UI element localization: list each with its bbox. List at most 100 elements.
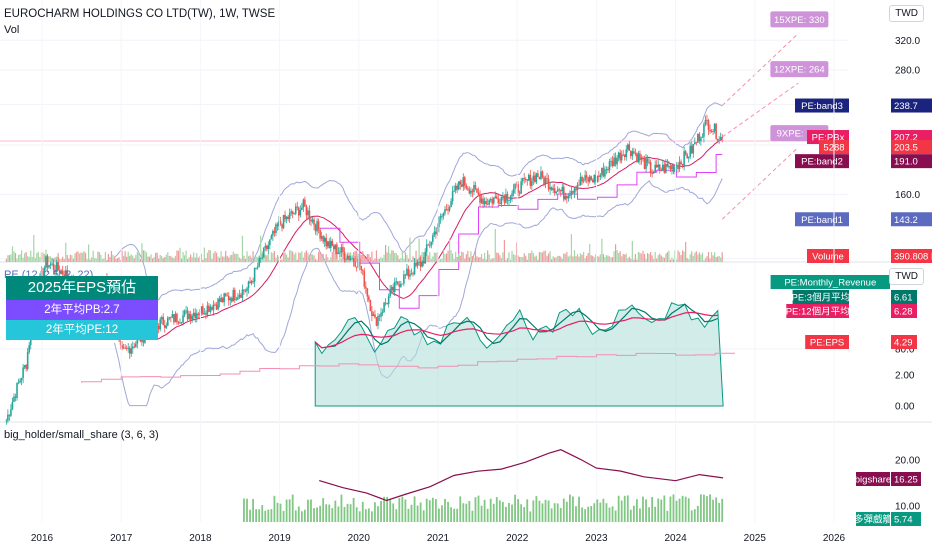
volume-bar bbox=[138, 252, 140, 262]
candle-body bbox=[662, 164, 664, 171]
volume-bar bbox=[142, 250, 145, 262]
chip-bar bbox=[422, 510, 425, 522]
currency-button-pane2[interactable]: TWD bbox=[889, 268, 924, 285]
volume-bar bbox=[401, 251, 403, 262]
volume-bar bbox=[700, 254, 702, 262]
volume-bar bbox=[208, 250, 210, 262]
chip-bar bbox=[416, 505, 419, 522]
candle-body bbox=[386, 303, 388, 305]
candle-body bbox=[658, 164, 661, 171]
axis-tag-label: bigshare bbox=[855, 475, 891, 486]
currency-button[interactable]: TWD bbox=[889, 5, 924, 22]
chip-bar bbox=[270, 509, 273, 522]
candle-body bbox=[363, 270, 366, 287]
volume-bar bbox=[360, 254, 362, 262]
candle-body bbox=[162, 317, 165, 326]
volume-bar bbox=[619, 251, 621, 262]
candle-body bbox=[325, 237, 328, 247]
volume-bar bbox=[654, 251, 656, 262]
chip-bar bbox=[316, 507, 318, 522]
candle-body bbox=[301, 207, 303, 211]
volume-bar bbox=[561, 258, 563, 262]
chip-bar bbox=[492, 503, 495, 522]
volume-bar bbox=[381, 258, 384, 262]
x-tick-label: 2020 bbox=[348, 533, 371, 544]
revenue-3m-line bbox=[314, 303, 719, 349]
candle-body bbox=[208, 305, 210, 313]
candle-body bbox=[657, 164, 660, 168]
candle-body bbox=[366, 288, 369, 297]
chip-bar bbox=[380, 500, 382, 522]
candle-body bbox=[549, 187, 551, 190]
candle-body bbox=[649, 162, 652, 174]
chip-bar bbox=[675, 500, 678, 522]
volume-bar bbox=[7, 255, 9, 262]
candle-body bbox=[322, 236, 324, 242]
volume-bar bbox=[249, 255, 251, 262]
candle-body bbox=[425, 244, 428, 252]
volume-bar bbox=[113, 256, 116, 262]
axis-tag-value: 4.29 bbox=[894, 338, 913, 349]
volume-bar bbox=[701, 252, 704, 262]
candle-body bbox=[185, 310, 187, 312]
candle-body bbox=[703, 124, 705, 137]
candle-body bbox=[407, 268, 410, 277]
volume-bar bbox=[532, 253, 534, 262]
candle-body bbox=[275, 224, 277, 233]
volume-bar bbox=[296, 259, 298, 262]
volume-bar bbox=[427, 255, 429, 262]
y-tick-label-pane3: 20.00 bbox=[895, 456, 920, 467]
candle-body bbox=[697, 133, 699, 143]
axis-tag-value: 238.7 bbox=[894, 101, 918, 112]
candle-body bbox=[451, 191, 454, 202]
volume-bar bbox=[686, 258, 688, 262]
candle-body bbox=[412, 273, 414, 275]
volume-bar bbox=[22, 257, 24, 262]
axis-tag-value-bg bbox=[891, 512, 921, 526]
chip-bar bbox=[285, 499, 288, 522]
volume-bar bbox=[554, 257, 556, 262]
chip-bar bbox=[547, 500, 550, 522]
volume-bar bbox=[385, 245, 387, 262]
candle-body bbox=[54, 269, 56, 273]
volume-bar bbox=[447, 250, 449, 262]
chip-bar bbox=[249, 509, 251, 522]
chip-bar bbox=[413, 496, 416, 522]
volume-bar bbox=[640, 253, 643, 262]
volume-bar bbox=[494, 228, 496, 262]
candle-body bbox=[499, 203, 501, 205]
candle-body bbox=[240, 294, 242, 298]
candle-body bbox=[372, 314, 375, 317]
candle-body bbox=[61, 270, 64, 275]
axis-tag-value: 203.5 bbox=[894, 143, 918, 154]
candle-body bbox=[180, 322, 183, 324]
volume-bar bbox=[506, 258, 509, 262]
volume-bar bbox=[569, 255, 571, 262]
candle-body bbox=[235, 299, 238, 301]
chip-bar bbox=[349, 504, 352, 522]
candle-body bbox=[409, 274, 411, 277]
volume-bar bbox=[185, 250, 187, 262]
candle-body bbox=[520, 181, 522, 194]
candle-body bbox=[369, 300, 372, 312]
candle-body bbox=[652, 171, 655, 174]
candle-body bbox=[48, 265, 50, 268]
projection-label: 9XPE: 198 bbox=[777, 129, 822, 140]
volume-bar bbox=[187, 259, 189, 262]
chip-bar bbox=[401, 496, 404, 522]
volume-bar bbox=[101, 259, 103, 262]
volume-bar bbox=[254, 258, 256, 262]
chip-bar bbox=[672, 494, 675, 522]
candle-body bbox=[575, 188, 577, 191]
candle-body bbox=[465, 185, 468, 189]
candle-body bbox=[358, 258, 361, 267]
chip-bar bbox=[568, 494, 571, 522]
revenue-12m-line bbox=[314, 311, 718, 349]
chip-bar bbox=[438, 508, 440, 522]
volume-bar bbox=[199, 256, 201, 262]
candle-body bbox=[337, 252, 340, 254]
candle-body bbox=[328, 241, 331, 249]
candle-body bbox=[406, 268, 408, 275]
volume-bar bbox=[331, 251, 333, 262]
